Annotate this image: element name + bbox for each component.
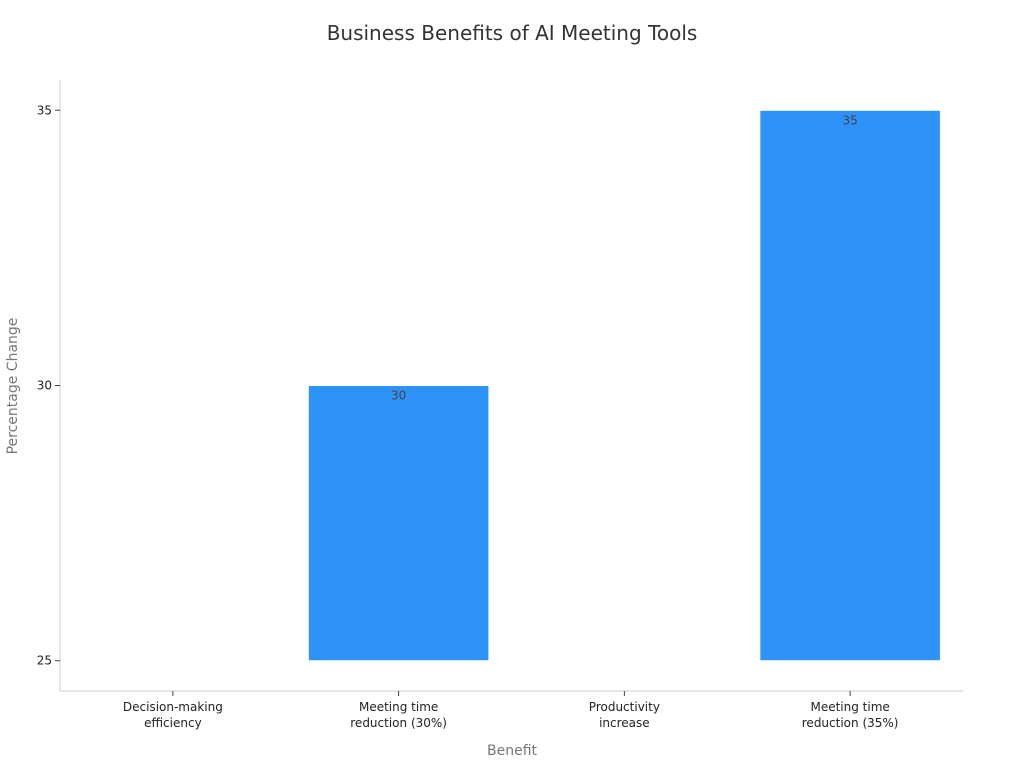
y-axis-title: Percentage Change	[5, 318, 21, 455]
x-tick-label: Productivity increase	[589, 700, 660, 730]
bar	[307, 385, 490, 662]
y-tick-label: 25	[37, 654, 52, 668]
y-tick-label: 30	[37, 379, 52, 393]
x-axis-title: Benefit	[487, 743, 538, 759]
chart-title: Business Benefits of AI Meeting Tools	[327, 21, 698, 45]
bar-value-label: 30	[391, 389, 406, 403]
bar	[759, 109, 941, 662]
bar-value-label: 35	[842, 113, 857, 127]
x-tick-label: Meeting time reduction (35%)	[802, 700, 899, 730]
x-tick-label: Decision-making efficiency	[123, 700, 223, 730]
plot-area: 25 30 35 Decision-making efficiency Meeting t…	[37, 80, 963, 730]
x-tick-label: Meeting time reduction (30%)	[350, 700, 447, 730]
y-tick-label: 35	[37, 103, 52, 117]
